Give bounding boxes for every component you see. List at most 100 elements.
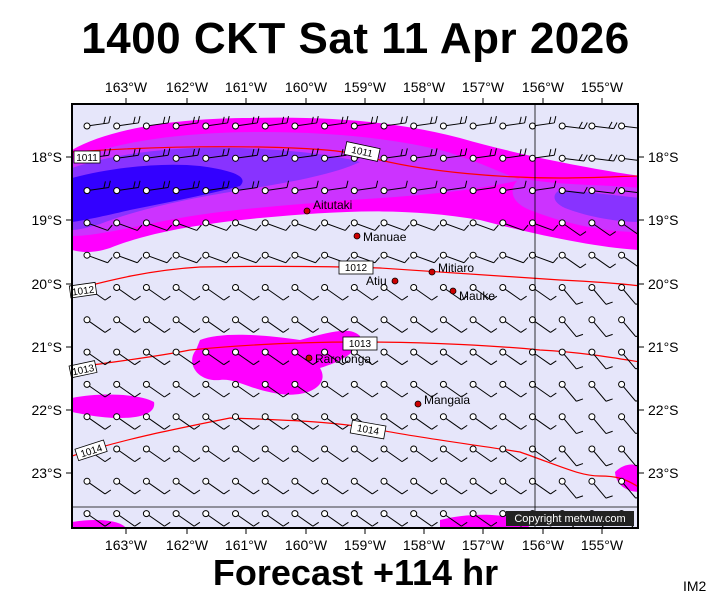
wind-barb [291,510,319,527]
wind-barb [439,445,468,463]
lon-tick-label-top: 162°W [166,79,209,95]
wind-barb [588,316,613,338]
wind-barb [588,153,618,162]
lon-tick-label-bottom: 162°W [166,537,209,553]
lat-tick-label-right: 22°S [648,402,679,418]
isobar-label-1014: 1014 [356,423,380,438]
wind-barb [261,116,290,130]
wind-barb [558,186,588,195]
wind-barb [232,477,260,495]
wind-barb [499,380,527,398]
wind-barb [202,180,230,195]
wind-barb [172,445,201,463]
wind-barb [499,348,527,366]
map-title: 1400 CKT Sat 11 Apr 2026 [81,14,630,63]
isobar-labels: 1011 1012 1013 1014 1011 1012 1013 [68,141,387,462]
wind-barb [558,380,584,402]
wind-barb [588,121,618,130]
wind-barb [558,413,584,435]
wind-barb [529,251,559,264]
wind-barb [172,413,201,430]
wind-barb [142,251,173,264]
wind-barb [321,445,349,463]
wind-barb [618,348,638,370]
wind-barb [232,316,260,333]
wind-barb [321,348,349,366]
lat-tick-label-right: 19°S [648,212,679,228]
wind-barb [618,477,638,499]
wind-barb [291,316,319,333]
lon-tick-label-bottom: 156°W [522,537,565,553]
wind-barb [83,316,112,333]
wind-barb [469,413,498,430]
wind-barb [172,148,200,162]
mitiaro-marker [428,268,436,276]
wind-barb [469,116,497,130]
wind-barb [172,380,201,398]
lon-tick-label-bottom: 158°W [403,537,446,553]
wind-barb [350,251,380,264]
wind-barb [232,148,260,162]
wind-barb [529,477,557,495]
lat-tick-label-left: 21°S [31,339,62,355]
wind-barb [499,116,527,130]
wind-barb [558,316,584,338]
wind-barb [261,413,290,430]
wind-barb [410,445,438,463]
wind-barb [202,148,230,162]
axis-ticks: 163°W 163°W 162°W 162°W 161°W 161°W 160°W 160°W… [31,79,678,553]
wind-barb [142,348,171,366]
wind-barb [142,116,171,130]
wind-barb [232,413,260,430]
wind-barb [142,316,171,333]
lon-tick-label-top: 159°W [344,79,387,95]
wind-barb [321,116,349,130]
wind-barb [439,316,468,333]
image-code: IM2 [683,578,707,594]
wind-barb [232,284,260,301]
wind-barb [172,251,202,264]
wind-barb [142,148,171,162]
wind-barb [499,477,527,495]
wind-barb [232,180,260,195]
lat-tick-label-right: 21°S [648,339,679,355]
wind-barb [142,477,171,495]
wind-barb [113,148,141,162]
wind-barb [588,477,613,499]
wind-barb [618,187,638,195]
lon-tick-label-bottom: 160°W [285,537,328,553]
wind-barb [261,477,290,495]
wind-barb [350,380,379,398]
wind-barb [350,284,379,301]
wind-barb [83,180,111,195]
wind-barb [321,510,349,527]
wind-barb [113,116,141,130]
wind-barb [321,380,349,398]
lat-tick-label-left: 23°S [31,465,62,481]
wind-barb [439,148,468,162]
wind-barb [142,380,171,398]
wind-barb [529,219,559,231]
lon-tick-label-top: 155°W [581,79,624,95]
mangaia-marker [414,400,422,408]
lat-tick-label-right: 23°S [648,465,679,481]
wind-barb [469,251,499,264]
wind-barb [558,219,587,236]
wind-barb [142,445,171,463]
wind-barb [588,219,616,236]
rarotonga-label: Rarotonga [315,352,371,366]
wind-barb [618,122,638,130]
wind-barb [113,413,141,430]
wind-barb [439,219,470,231]
wind-barb [202,445,230,463]
wind-barb [142,180,171,195]
wind-barb [410,180,438,195]
wind-barb [232,380,260,398]
wind-barb [618,154,638,162]
wind-barb [261,219,291,231]
wind-barb [83,510,112,527]
rain-cell-south-west [72,520,126,528]
wind-barb [469,348,498,366]
wind-barb [588,380,613,402]
